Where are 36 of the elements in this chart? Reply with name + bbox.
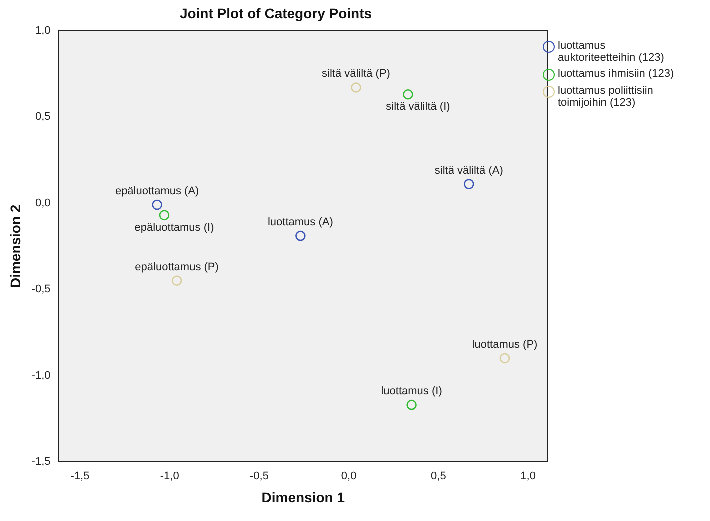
annotation: epäluottamus (I) bbox=[134, 222, 214, 234]
point bbox=[406, 400, 417, 410]
point bbox=[296, 230, 306, 242]
point bbox=[172, 276, 182, 286]
point bbox=[403, 89, 414, 100]
annotation: luottamus (I) bbox=[381, 386, 442, 398]
y-axis-title: Dimension 2 bbox=[7, 204, 24, 288]
x-tick-label: 0,0 bbox=[341, 470, 357, 483]
annotation: siltä väliltä (I) bbox=[386, 101, 450, 114]
point bbox=[152, 200, 162, 210]
chart-title: Joint Plot of Category Points bbox=[180, 5, 372, 22]
x-tick-label: -1,5 bbox=[70, 470, 90, 483]
y-tick-label: 1,0 bbox=[35, 24, 51, 37]
y-tick-label: 0,5 bbox=[35, 111, 51, 124]
y-tick-label: -1,0 bbox=[32, 370, 51, 382]
annotation: siltä väliltä (P) bbox=[322, 68, 390, 80]
x-tick-label: -1,0 bbox=[160, 470, 180, 483]
x-axis-title: Dimension 1 bbox=[262, 489, 346, 506]
annotation: siltä väliltä (A) bbox=[434, 164, 504, 177]
x-tick-label: 0,5 bbox=[431, 470, 446, 483]
point bbox=[351, 82, 362, 93]
legend-label: luottamus ihmisiin (123) bbox=[558, 68, 674, 80]
annotation: epäluottamus (P) bbox=[135, 261, 219, 274]
annotation: luottamus (P) bbox=[472, 339, 538, 352]
point bbox=[500, 353, 510, 364]
annotation: luottamus (A) bbox=[268, 216, 334, 229]
legend-label: luottamus poliittisiin toimijoihin (123) bbox=[558, 85, 654, 109]
point bbox=[159, 210, 170, 221]
x-tick-label: 1,0 bbox=[520, 470, 536, 483]
x-tick-label: -0,5 bbox=[250, 470, 269, 483]
legend-label: luottamus auktoriteetteihin (123) bbox=[558, 40, 666, 64]
y-tick-label: 0,0 bbox=[35, 197, 51, 210]
point bbox=[464, 179, 474, 190]
annotation: epäluottamus (A) bbox=[115, 186, 200, 198]
y-tick-label: -0,5 bbox=[32, 284, 51, 296]
y-tick-label: -1,5 bbox=[32, 456, 51, 468]
